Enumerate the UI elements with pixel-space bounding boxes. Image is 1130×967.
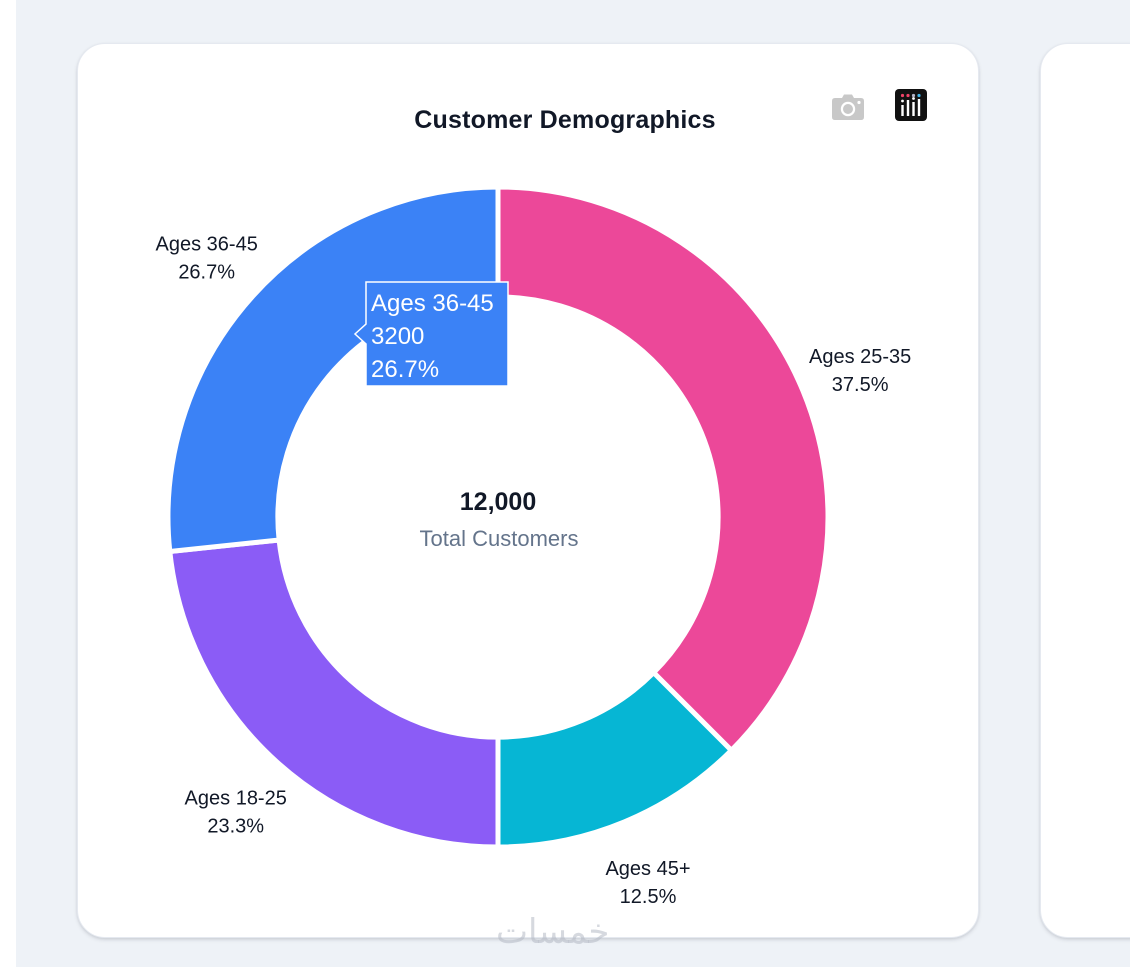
plotly-logo-icon <box>895 89 927 121</box>
camera-icon <box>832 94 864 120</box>
next-card <box>1040 43 1130 938</box>
download-image-button[interactable] <box>831 90 865 124</box>
chart-title: Customer Demographics <box>414 106 716 134</box>
hover-tooltip: Ages 36-45 3200 26.7% <box>353 281 509 387</box>
slice-label-percent: 12.5% <box>620 886 677 908</box>
slice-label-percent: 23.3% <box>207 815 264 837</box>
center-total-value: 12,000 <box>460 488 536 516</box>
plotly-logo-button[interactable] <box>894 88 928 122</box>
slice-label-category: Ages 45+ <box>605 858 690 880</box>
tooltip-category: Ages 36-45 <box>371 290 494 317</box>
tooltip-percent: 26.7% <box>371 356 439 383</box>
watermark: خمسات <box>496 912 610 952</box>
slice-label-percent: 26.7% <box>178 262 235 284</box>
donut-slice-ages-18-25[interactable] <box>167 537 501 850</box>
slice-label-category: Ages 36-45 <box>156 234 258 256</box>
slice-label-category: Ages 25-35 <box>809 346 911 368</box>
slice-label-category: Ages 18-25 <box>185 787 287 809</box>
tooltip-value: 3200 <box>371 323 424 350</box>
tooltip-box <box>353 281 509 387</box>
donut-slice-ages-25-35[interactable] <box>495 184 831 754</box>
center-total-label: Total Customers <box>420 526 579 551</box>
slice-label-percent: 37.5% <box>832 374 889 396</box>
donut-slice-ages-36-45[interactable] <box>165 184 501 555</box>
